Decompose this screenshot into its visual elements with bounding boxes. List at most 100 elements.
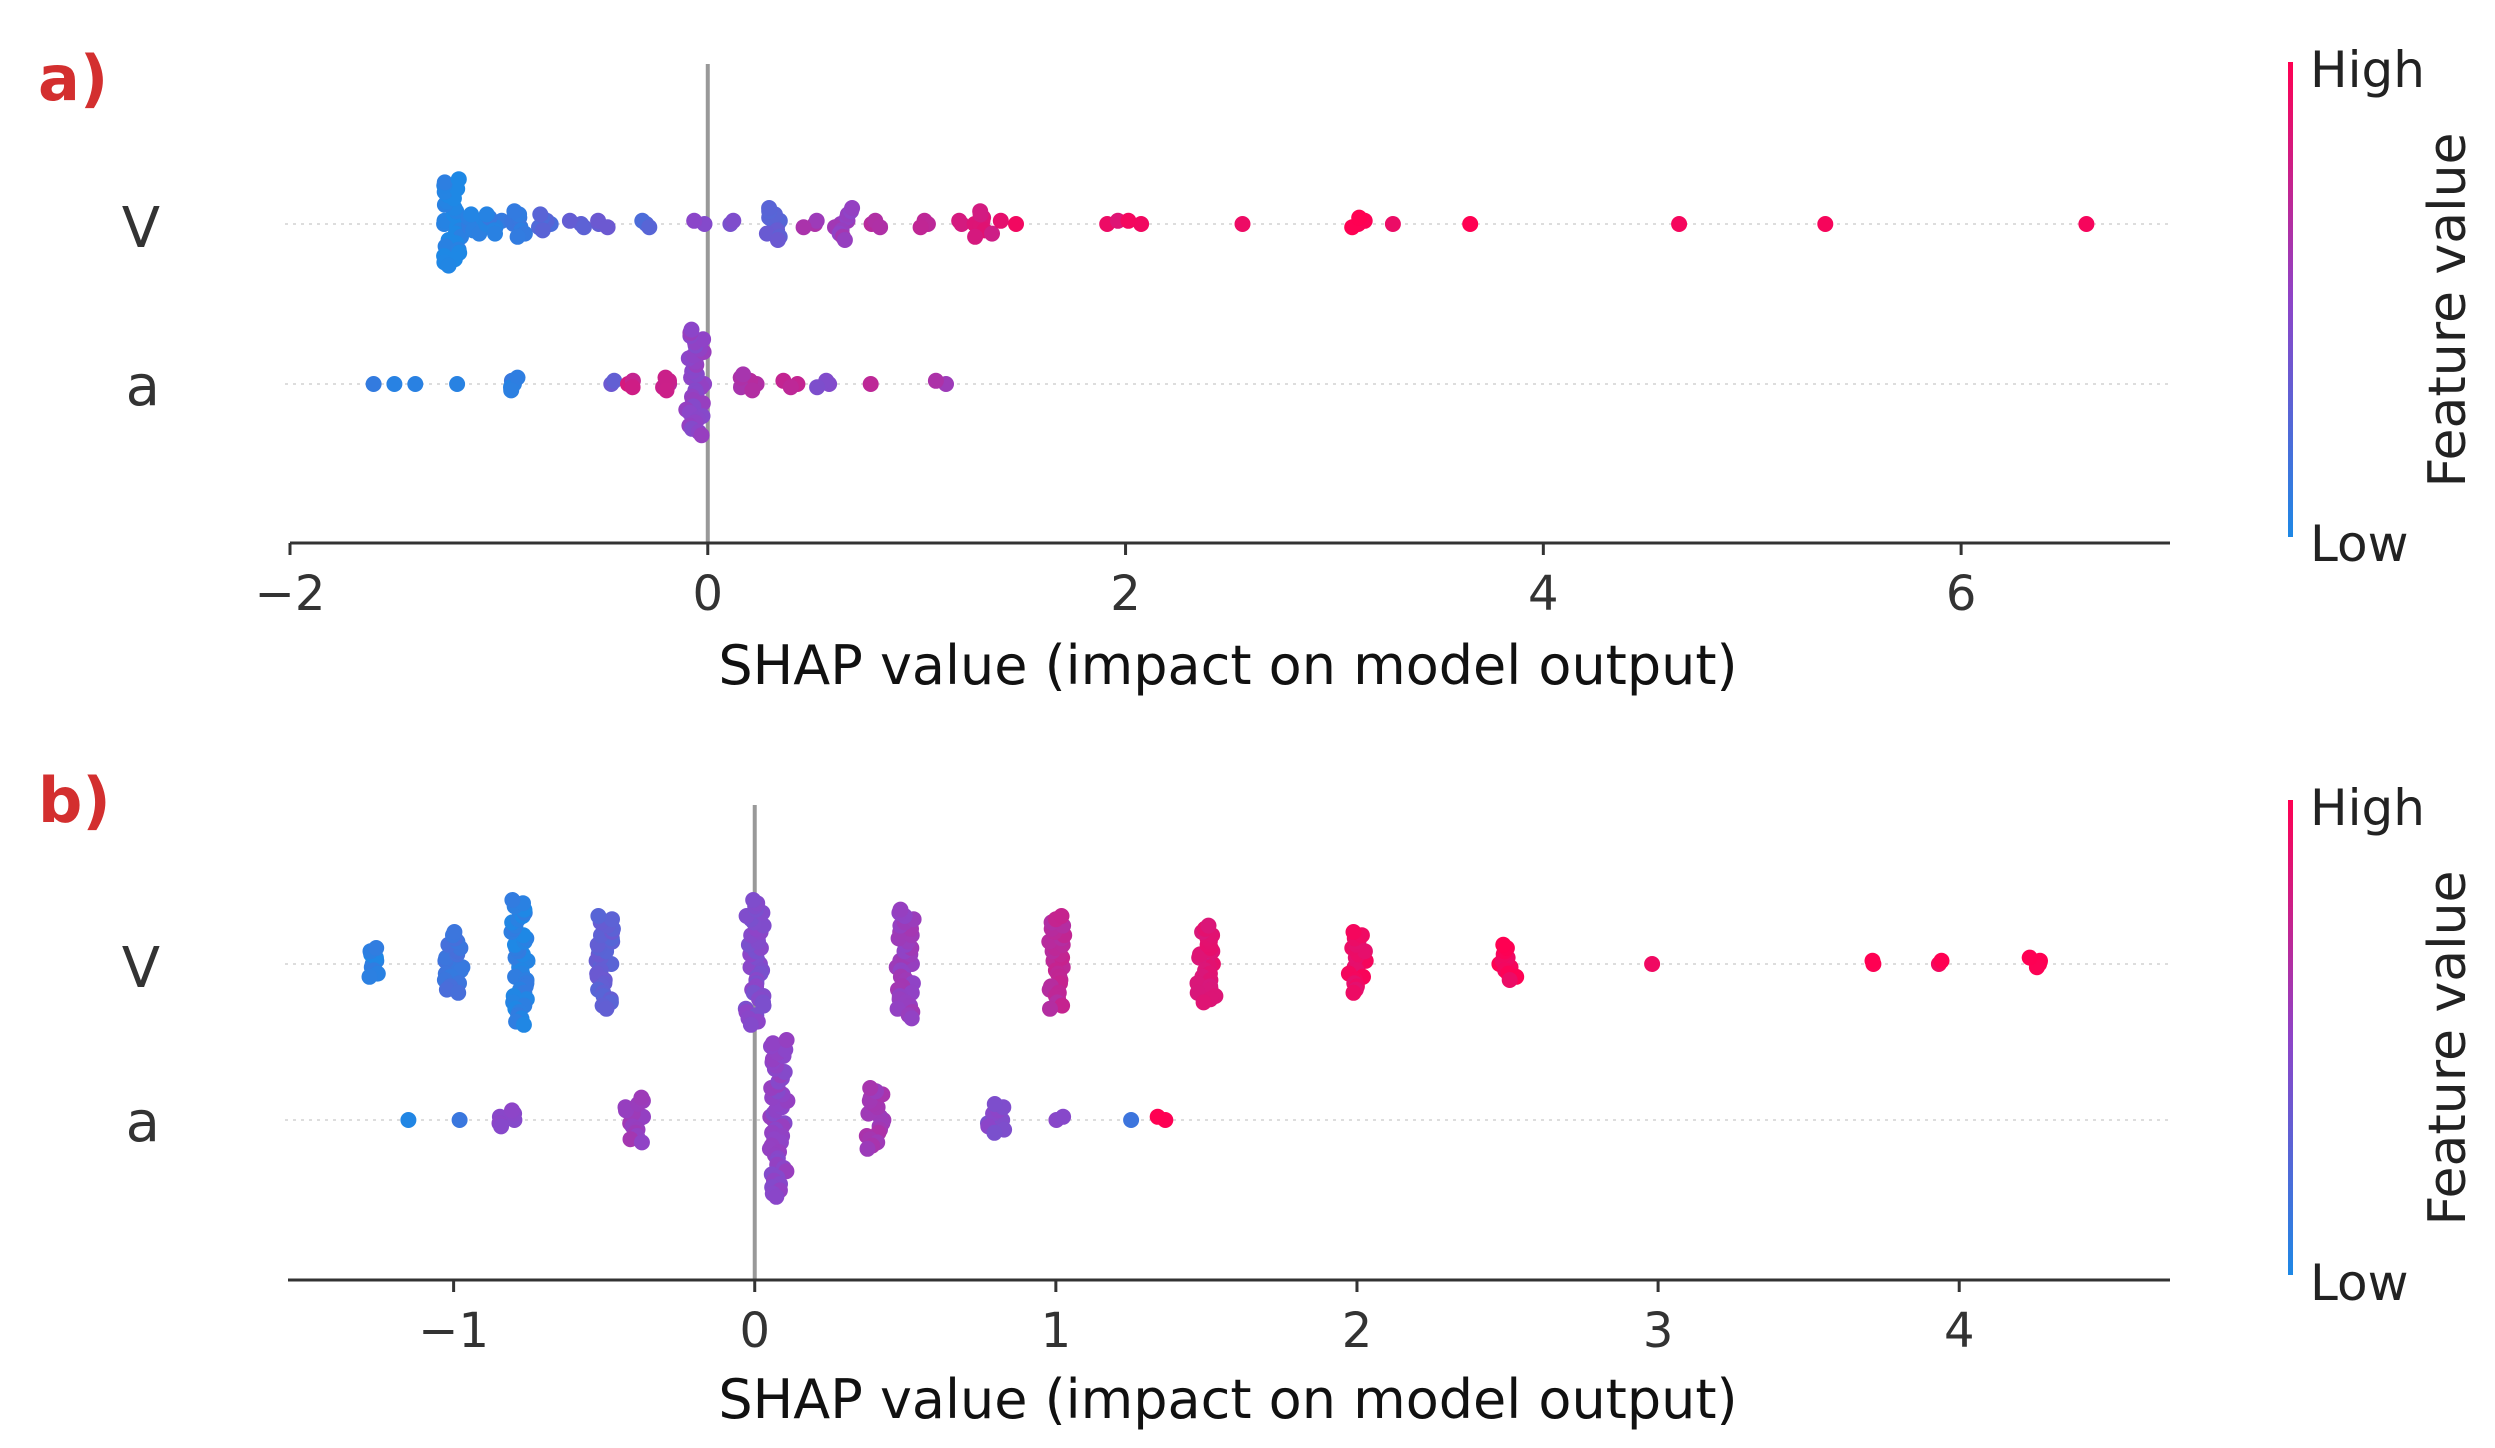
shap-point <box>769 232 786 248</box>
shap-point <box>2078 216 2095 232</box>
shap-point <box>487 225 503 242</box>
shap-point <box>365 376 382 392</box>
shap-point <box>782 379 799 396</box>
shap-point <box>892 901 909 918</box>
shap-point <box>509 228 526 245</box>
shap-point <box>440 257 457 274</box>
shap-point <box>503 382 520 399</box>
shap-point <box>862 1080 879 1096</box>
x-tick-label: 4 <box>1944 1303 1975 1359</box>
shap-point <box>1133 216 1150 232</box>
shap-point <box>1351 209 1368 226</box>
shap-point <box>624 379 641 396</box>
shap-point <box>778 1032 795 1048</box>
colorbar-high-label: High <box>2310 41 2425 99</box>
shap-point <box>972 203 989 220</box>
shap-point <box>657 369 674 386</box>
shap-point <box>450 171 467 188</box>
panel-label: a) <box>38 42 108 115</box>
colorbar-low-label: Low <box>2310 1254 2408 1312</box>
shap-point <box>368 940 385 956</box>
colorbar: High Low Feature value <box>2288 41 2478 573</box>
x-tick-label: 2 <box>1342 1303 1373 1359</box>
shap-point <box>1462 216 1479 232</box>
shap-point <box>1054 997 1071 1014</box>
shap-point <box>735 366 752 383</box>
shap-point <box>984 225 1000 242</box>
shap-point <box>450 984 467 1001</box>
x-tick-label: 2 <box>1110 566 1141 622</box>
shap-point <box>449 376 466 392</box>
shap-point <box>598 1000 615 1017</box>
shap-point <box>1817 216 1834 232</box>
x-axis-ticks: −1 0 1 2 3 4 <box>418 1280 1974 1359</box>
shap-point <box>986 1096 1003 1112</box>
shap-point <box>633 1089 650 1106</box>
shap-point <box>504 1102 520 1119</box>
shap-point <box>967 228 984 245</box>
beeswarm-points <box>361 892 2048 1205</box>
shap-point <box>745 892 762 908</box>
shap-point <box>575 219 592 236</box>
shap-point <box>693 427 710 444</box>
shap-point <box>986 1124 1003 1141</box>
shap-point <box>768 1188 785 1205</box>
shap-point <box>1149 1108 1166 1125</box>
shap-point <box>725 212 742 229</box>
shap-point <box>862 376 879 392</box>
shap-point <box>658 382 675 399</box>
shap-point <box>1195 994 1212 1011</box>
shap-point <box>1501 972 1518 988</box>
shap-point <box>912 219 929 236</box>
shap-point <box>927 372 944 389</box>
shap-point <box>951 212 968 229</box>
shap-point <box>1671 216 1688 232</box>
panel-label: b) <box>38 764 111 837</box>
shap-point <box>1345 984 1362 1001</box>
colorbar: High Low Feature value <box>2288 779 2478 1312</box>
shap-point <box>1644 956 1661 972</box>
panel-a: a) V a −2 0 2 4 6 SHAP value (impact on mode… <box>38 41 2478 697</box>
shap-point <box>478 206 495 223</box>
x-axis-ticks: −2 0 2 4 6 <box>255 543 1976 622</box>
shap-point <box>599 219 616 236</box>
x-tick-label: 0 <box>693 566 724 622</box>
shap-point <box>361 968 378 985</box>
x-axis-label: SHAP value (impact on model output) <box>718 1368 1737 1431</box>
x-tick-label: 3 <box>1643 1303 1674 1359</box>
shap-point <box>1234 216 1251 232</box>
colorbar-gradient <box>2288 62 2293 537</box>
x-tick-label: 1 <box>1041 1303 1072 1359</box>
colorbar-high-label: High <box>2310 779 2425 837</box>
x-tick-label: 0 <box>739 1303 770 1359</box>
colorbar-title: Feature value <box>2418 132 2478 487</box>
shap-point <box>836 232 853 248</box>
shap-point <box>844 200 861 216</box>
shap-point <box>744 382 761 399</box>
shap-point <box>765 1035 781 1052</box>
shap-point <box>617 1099 634 1116</box>
colorbar-low-label: Low <box>2310 515 2408 573</box>
shap-point <box>903 1010 920 1027</box>
x-tick-label: 4 <box>1528 566 1559 622</box>
shap-point <box>561 212 578 229</box>
feature-label-v: V <box>122 936 160 1001</box>
shap-point <box>1933 952 1950 969</box>
shap-point <box>1120 212 1137 229</box>
shap-point <box>446 924 463 940</box>
shap-point <box>590 908 607 924</box>
panel-b: b) V a −1 0 1 2 3 4 SHAP value (impact on mod… <box>38 764 2478 1431</box>
shap-point <box>809 379 826 396</box>
shap-point <box>641 219 658 236</box>
shap-point <box>534 222 551 239</box>
shap-point <box>386 376 403 392</box>
shap-point <box>1345 924 1362 940</box>
shap-point <box>604 911 620 928</box>
shap-point <box>1495 936 1512 953</box>
shap-point <box>436 174 453 191</box>
shap-point <box>407 376 424 392</box>
shap-point <box>1864 952 1881 969</box>
shap-point <box>695 331 712 348</box>
shap-point <box>504 892 521 908</box>
